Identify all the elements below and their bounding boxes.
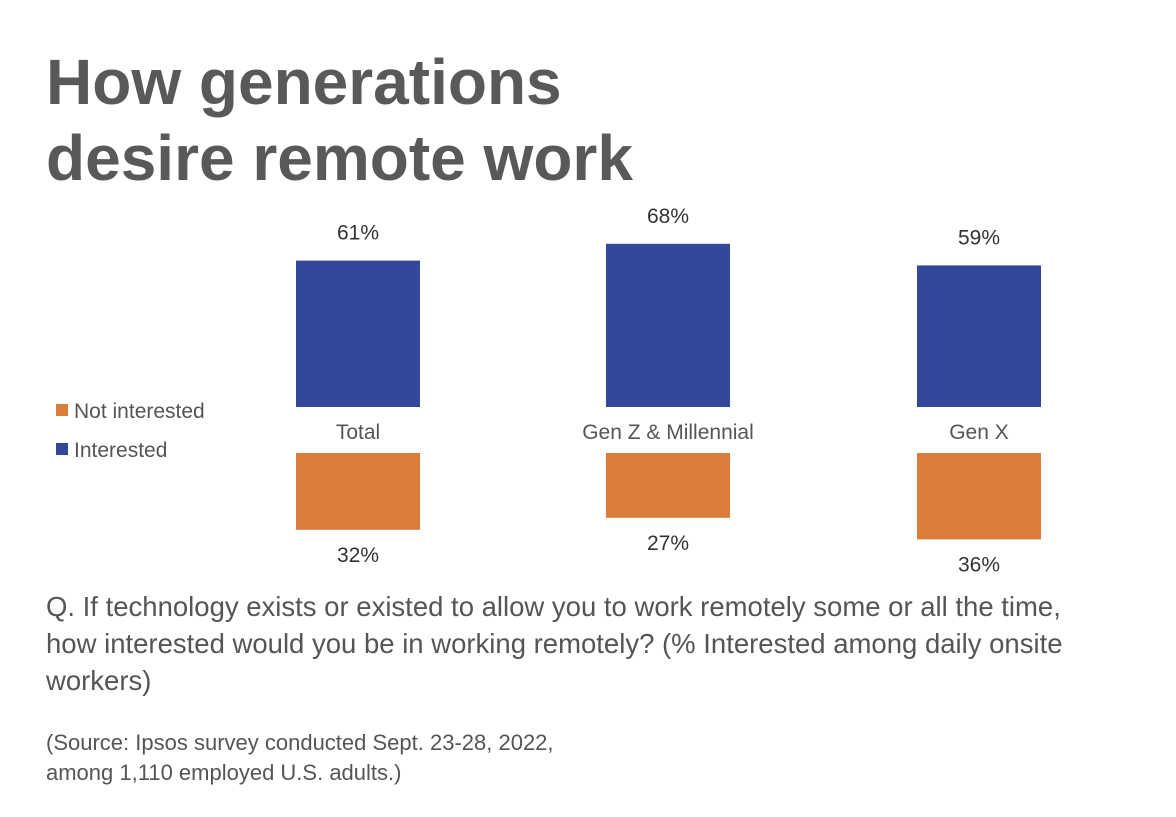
chart-title-line-2: desire remote work <box>46 122 633 194</box>
bar-interested <box>917 265 1041 407</box>
data-label: 27% <box>647 532 689 555</box>
category-label: Total <box>336 421 380 444</box>
category-label: Gen X <box>949 421 1009 444</box>
bar-interested <box>296 260 420 407</box>
bar-interested <box>606 243 730 407</box>
data-label: 59% <box>958 226 1000 249</box>
chart-title-line-1: How generations <box>46 46 562 118</box>
legend-label: Interested <box>74 439 167 462</box>
data-label: 36% <box>958 553 1000 576</box>
chart-title: How generations desire remote work <box>46 44 633 196</box>
legend-label: Not interested <box>74 400 205 423</box>
bar-not-interested <box>606 453 730 518</box>
bar-not-interested <box>296 453 420 530</box>
source-line-2: among 1,110 employed U.S. adults.) <box>46 760 402 785</box>
category-label: Gen Z & Millennial <box>582 421 754 444</box>
legend-swatch <box>56 443 68 455</box>
source-note: (Source: Ipsos survey conducted Sept. 23… <box>46 728 554 788</box>
bar-not-interested <box>917 453 1041 540</box>
survey-question: Q. If technology exists or existed to al… <box>46 591 1063 696</box>
data-label: 61% <box>337 222 379 245</box>
source-line-1: (Source: Ipsos survey conducted Sept. 23… <box>46 730 554 755</box>
legend-swatch <box>56 404 68 416</box>
data-label: 68% <box>647 205 689 228</box>
data-label: 32% <box>337 544 379 567</box>
